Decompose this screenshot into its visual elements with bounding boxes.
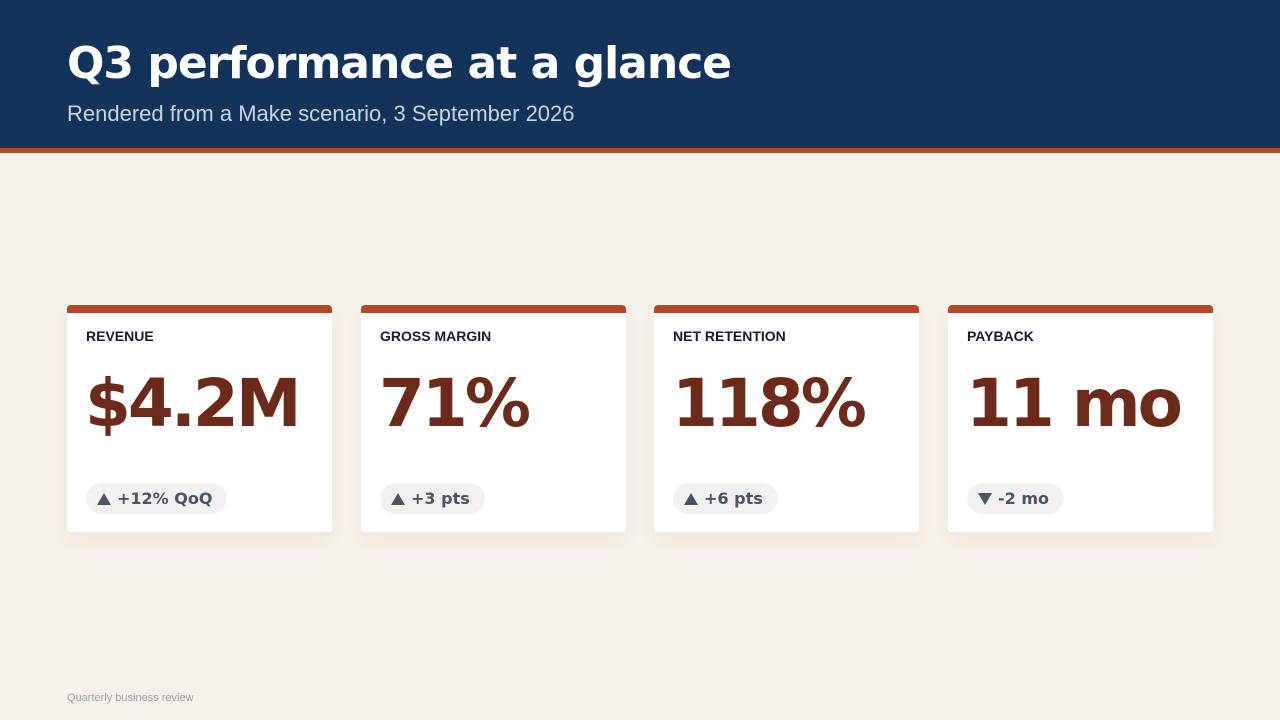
footer: Quarterly business review [67, 692, 194, 704]
subtitle: Rendered from a Make scenario, 3 Septemb… [67, 101, 575, 126]
delta-pill: -2 mo [967, 483, 1065, 514]
delta-pill: +12% QoQ [86, 483, 228, 514]
kpi-value: 118% [672, 365, 867, 442]
down-arrow [978, 492, 992, 505]
kpi-card: NET RETENTION 118% +6 pts [654, 305, 919, 532]
kpi-delta: -2 mo [998, 489, 1050, 508]
delta-pill: +6 pts [673, 483, 778, 514]
delta-pill: +3 pts [380, 483, 485, 514]
up-arrow [97, 492, 111, 505]
header: Q3 performance at a glance Rendered from… [0, 0, 1280, 153]
kpi-label: REVENUE [86, 328, 154, 344]
kpi-delta: +3 pts [411, 489, 470, 508]
kpi-label: NET RETENTION [673, 328, 786, 344]
kpi-value: $4.2M [85, 365, 302, 442]
title: Q3 performance at a glance [67, 38, 732, 89]
kpi-delta: +6 pts [704, 489, 763, 508]
kpi-card: PAYBACK 11 mo -2 mo [948, 305, 1213, 532]
kpi-card: GROSS MARGIN 71% +3 pts [361, 305, 626, 532]
kpi-label: PAYBACK [967, 328, 1034, 344]
kpi-card: REVENUE $4.2M +12% QoQ [67, 305, 332, 532]
kpi-delta: +12% QoQ [117, 489, 213, 508]
kpi-value: 71% [379, 365, 531, 442]
kpi-value: 11 mo [966, 365, 1183, 442]
kpi-label: GROSS MARGIN [380, 328, 492, 344]
up-arrow [684, 492, 698, 505]
up-arrow [391, 492, 405, 505]
